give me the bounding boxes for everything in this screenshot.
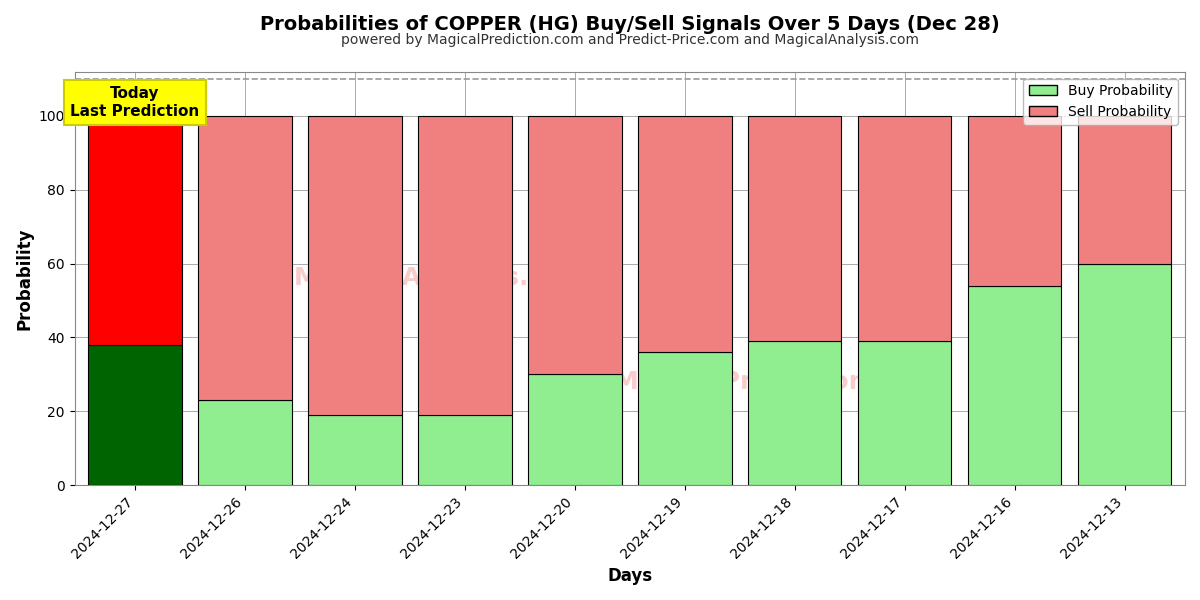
Bar — [748, 116, 841, 341]
Bar — [638, 116, 732, 352]
Text: powered by MagicalPrediction.com and Predict-Price.com and MagicalAnalysis.com: powered by MagicalPrediction.com and Pre… — [341, 33, 919, 47]
Bar — [89, 116, 182, 345]
Bar — [89, 345, 182, 485]
Bar — [858, 116, 952, 341]
Bar — [528, 116, 622, 374]
Text: Today
Last Prediction: Today Last Prediction — [71, 86, 199, 119]
Bar — [198, 116, 292, 400]
Bar — [968, 286, 1061, 485]
Bar — [858, 341, 952, 485]
Legend: Buy Probability, Sell Probability: Buy Probability, Sell Probability — [1024, 79, 1178, 125]
Bar — [1078, 116, 1171, 263]
Title: Probabilities of COPPER (HG) Buy/Sell Signals Over 5 Days (Dec 28): Probabilities of COPPER (HG) Buy/Sell Si… — [260, 15, 1000, 34]
Y-axis label: Probability: Probability — [16, 227, 34, 329]
X-axis label: Days: Days — [607, 567, 653, 585]
Bar — [968, 116, 1061, 286]
Bar — [198, 400, 292, 485]
Text: MagicalAnalysis.com: MagicalAnalysis.com — [294, 266, 588, 290]
Bar — [419, 415, 511, 485]
Bar — [419, 116, 511, 415]
Bar — [748, 341, 841, 485]
Bar — [528, 374, 622, 485]
Text: MagicalPrediction.com: MagicalPrediction.com — [613, 370, 935, 394]
Bar — [638, 352, 732, 485]
Bar — [308, 116, 402, 415]
Bar — [308, 415, 402, 485]
Bar — [1078, 263, 1171, 485]
